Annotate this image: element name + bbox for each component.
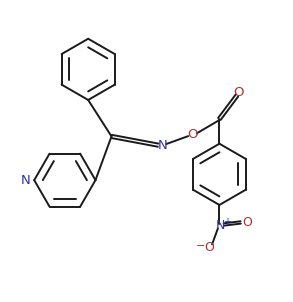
- Text: N: N: [158, 139, 167, 152]
- Text: O: O: [187, 128, 197, 141]
- Text: N: N: [216, 219, 225, 232]
- Text: O: O: [234, 85, 244, 98]
- Text: N: N: [21, 174, 31, 187]
- Text: O: O: [242, 216, 252, 229]
- Text: O: O: [204, 241, 214, 254]
- Text: −: −: [196, 241, 205, 251]
- Text: +: +: [223, 217, 231, 227]
